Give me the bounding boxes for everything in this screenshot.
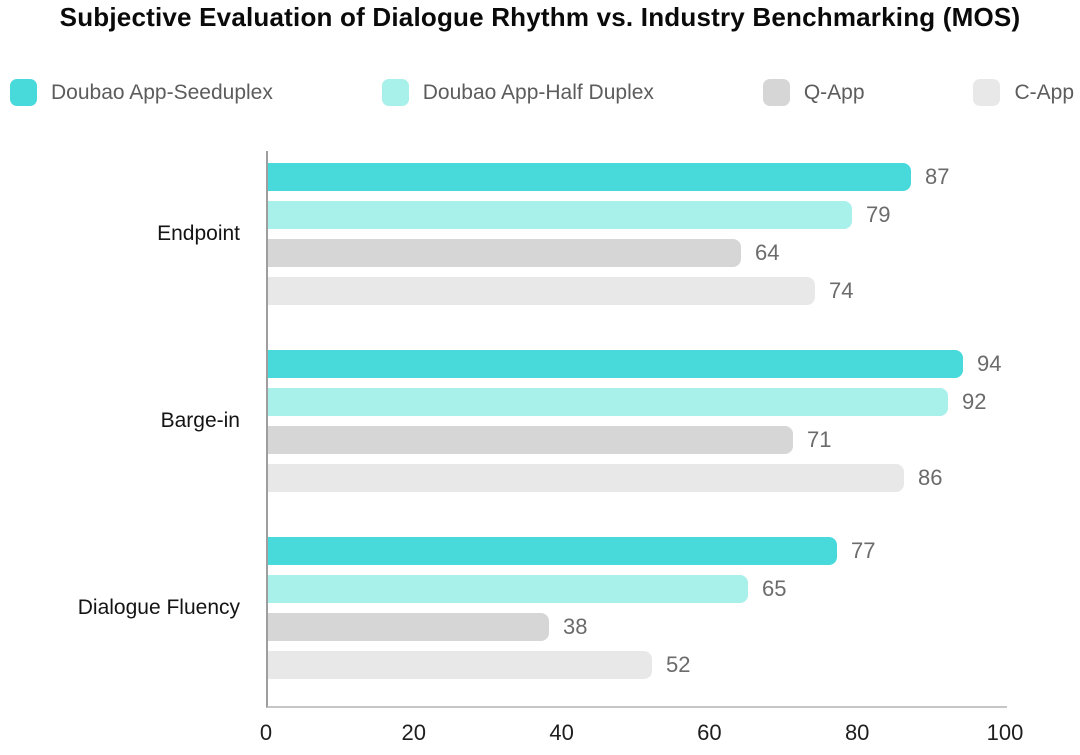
legend-swatch-icon [381, 79, 409, 106]
bar-barge-in [268, 388, 948, 416]
category-label: Endpoint [157, 222, 240, 245]
value-label: 64 [755, 240, 780, 265]
category-label: Dialogue Fluency [77, 596, 240, 619]
legend-swatch-icon [973, 79, 1001, 106]
value-label: 87 [925, 164, 950, 189]
bar-dialogue-fluency [268, 575, 748, 603]
x-axis-tick-label: 20 [401, 720, 427, 745]
value-label: 77 [851, 538, 876, 563]
legend-item: Doubao App-Seeduplex [10, 79, 273, 106]
plot-area: 87 79 64 74 94 92 71 86 77 65 38 52 [266, 151, 1007, 708]
bar-dialogue-fluency [268, 613, 549, 641]
bar-barge-in [268, 464, 904, 492]
legend-item: Doubao App-Half Duplex [381, 79, 654, 106]
value-label: 79 [866, 202, 891, 227]
legend-item: C-App [973, 79, 1074, 106]
value-label: 65 [762, 576, 787, 601]
value-label: 94 [977, 351, 1002, 376]
bar-endpoint [268, 277, 815, 305]
legend-item: Q-App [762, 79, 865, 106]
legend-swatch-icon [762, 79, 790, 106]
value-label: 92 [962, 389, 987, 414]
legend: Doubao App-Seeduplex Doubao App-Half Dupl… [10, 79, 1074, 106]
x-axis-tick-label: 0 [259, 720, 273, 745]
x-axis-tick-label: 80 [844, 720, 870, 745]
legend-label: C-App [1014, 80, 1074, 104]
legend-label: Doubao App-Seeduplex [51, 80, 273, 104]
value-label: 74 [829, 278, 854, 303]
bar-barge-in [268, 426, 793, 454]
bar-dialogue-fluency [268, 651, 652, 679]
legend-label: Q-App [803, 80, 865, 104]
x-axis-tick-label: 40 [549, 720, 574, 745]
x-axis-tick-label: 100 [986, 720, 1024, 745]
bar-endpoint [268, 201, 852, 229]
value-label: 71 [807, 427, 832, 452]
bar-barge-in [268, 350, 963, 378]
value-label: 86 [918, 465, 943, 490]
value-label: 38 [563, 614, 588, 639]
bar-dialogue-fluency [268, 537, 837, 565]
legend-swatch-icon [10, 79, 37, 106]
legend-label: Doubao App-Half Duplex [422, 80, 654, 104]
value-label: 52 [666, 652, 691, 677]
x-axis-tick-label: 60 [697, 720, 722, 745]
category-label: Barge-in [160, 409, 240, 432]
bar-endpoint [268, 163, 911, 191]
chart-title: Subjective Evaluation of Dialogue Rhythm… [59, 2, 1021, 32]
bar-endpoint [268, 239, 741, 267]
